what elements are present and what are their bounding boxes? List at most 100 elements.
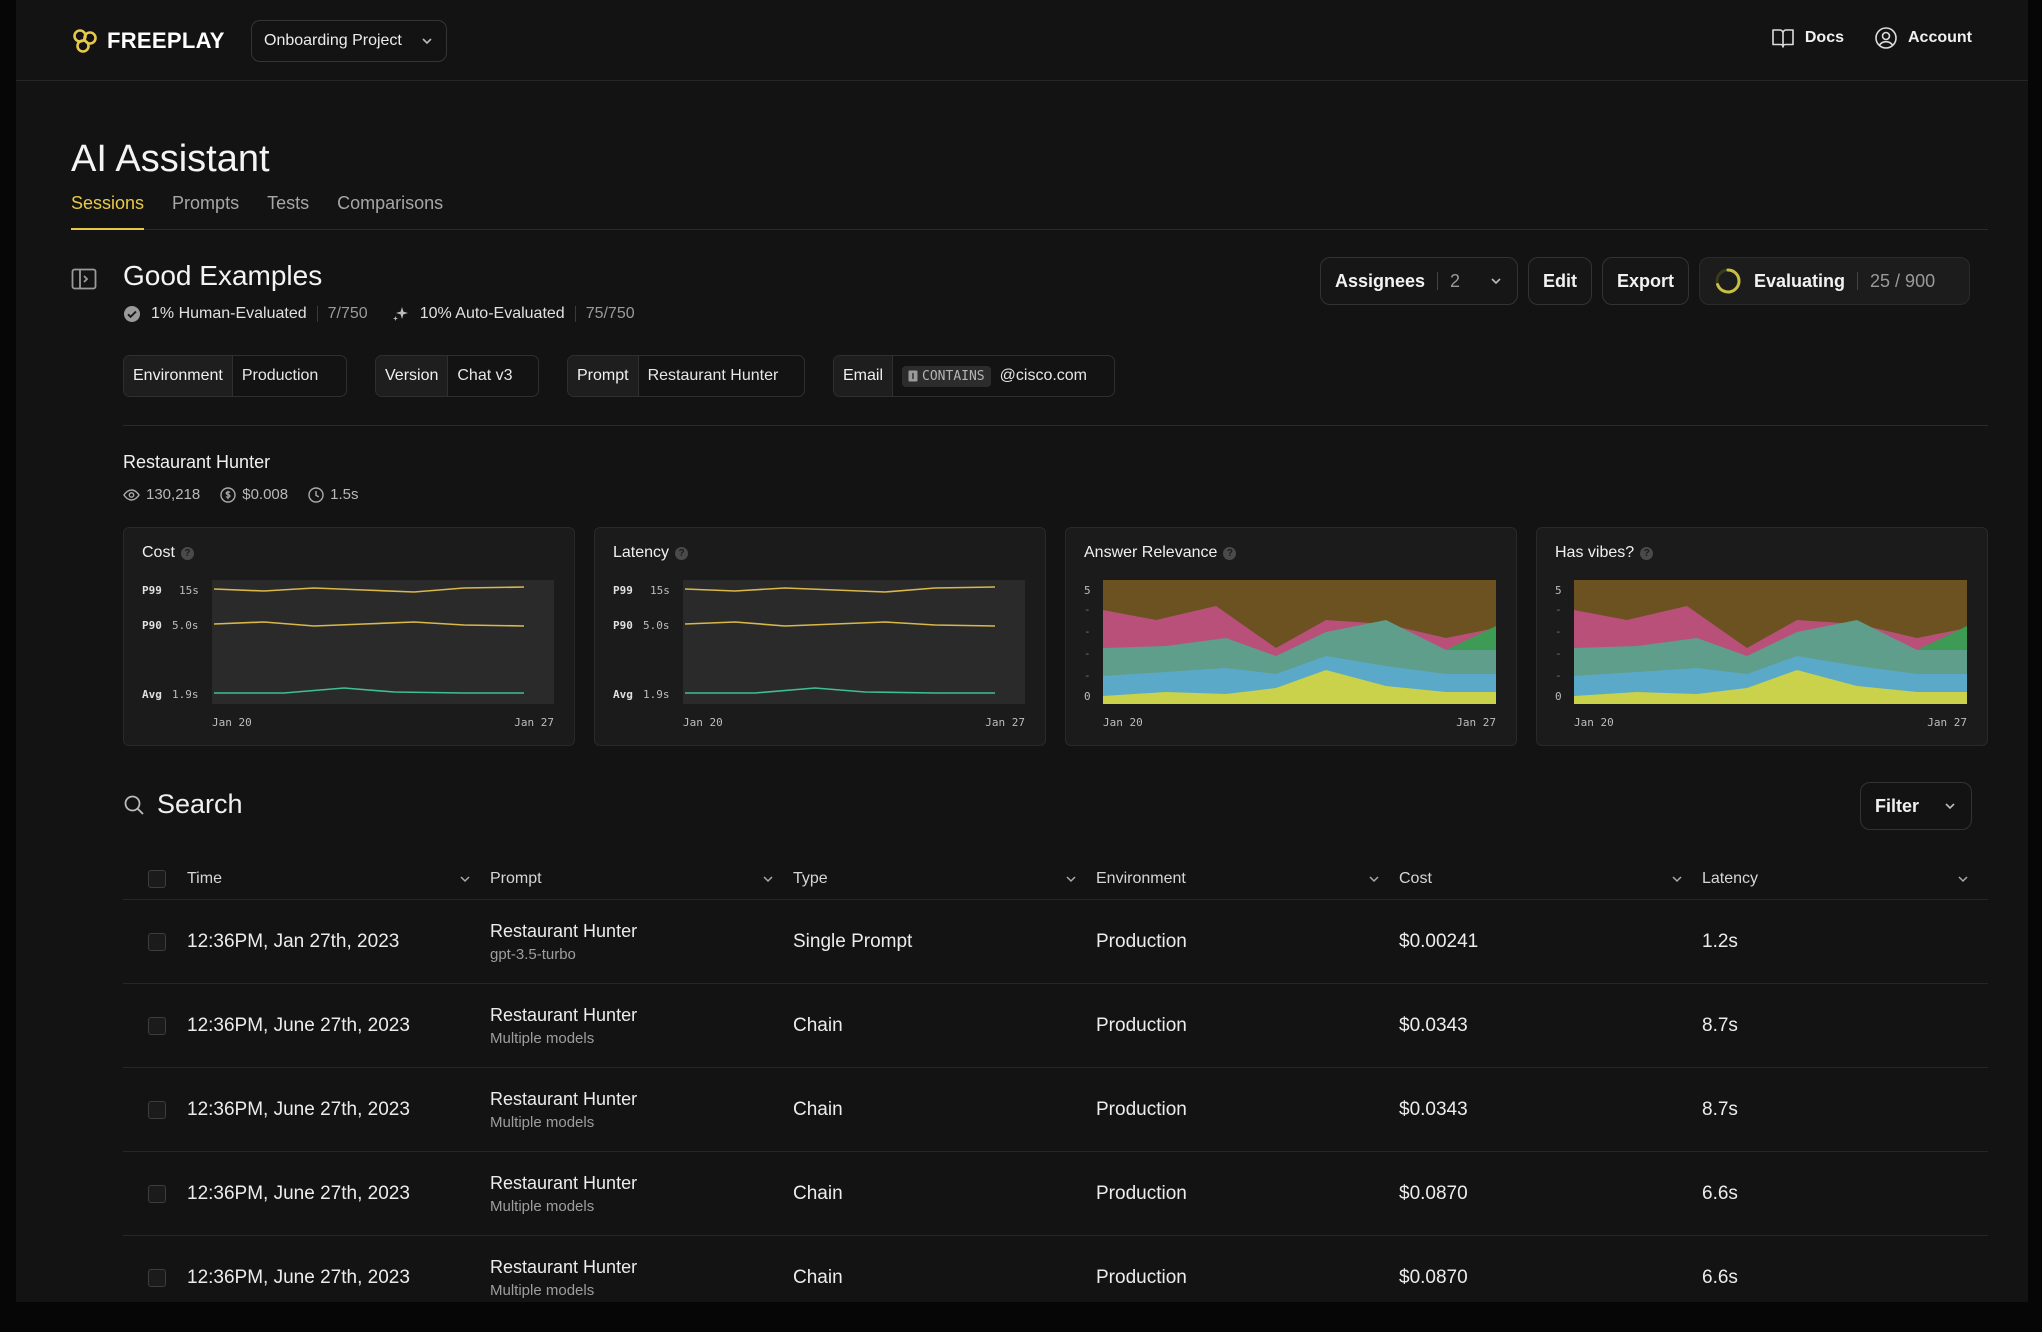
sidebar-toggle-icon[interactable]: [71, 268, 97, 290]
progress-ring-icon: [1715, 268, 1741, 294]
cell-environment: Production: [1096, 1098, 1187, 1120]
sparkle-icon: [392, 307, 408, 321]
evaluating-progress: 25 / 900: [1870, 270, 1936, 291]
filter-key: Email: [834, 356, 894, 396]
filter-key: Prompt: [568, 356, 639, 396]
filter-email[interactable]: Email CONTAINS @cisco.com: [833, 355, 1115, 397]
filter-environment[interactable]: Environment Production: [123, 355, 347, 397]
filter-prompt[interactable]: Prompt Restaurant Hunter: [567, 355, 805, 397]
assignees-label: Assignees: [1334, 270, 1426, 291]
auto-eval-label: 10% Auto-Evaluated: [419, 305, 565, 322]
p99-label: P99: [613, 584, 633, 597]
project-select[interactable]: Onboarding Project: [251, 20, 447, 62]
cell-prompt: Restaurant Hunter Multiple models: [490, 1089, 793, 1131]
column-header-time[interactable]: Time: [187, 870, 490, 888]
cost-value: $0.008: [242, 486, 289, 503]
model-name: gpt-3.5-turbo: [490, 945, 576, 963]
table-row[interactable]: 12:36PM, June 27th, 2023 Restaurant Hunt…: [123, 1068, 1988, 1152]
human-eval-count: 7/750: [327, 305, 368, 322]
table-header: Time Prompt Type Environment Cost Latenc…: [123, 858, 1988, 900]
docs-link[interactable]: Docs: [1771, 27, 1844, 49]
row-checkbox[interactable]: [148, 932, 166, 951]
y-tick: -: [1084, 669, 1091, 682]
metric-card-has-vibes[interactable]: Has vibes?? 5 - - - - 0 Jan 20 Jan 27: [1536, 527, 1988, 746]
metric-title: Has vibes?: [1555, 544, 1635, 561]
row-checkbox[interactable]: [148, 1016, 166, 1035]
row-checkbox[interactable]: [148, 1269, 166, 1287]
cell-environment: Production: [1096, 1267, 1187, 1288]
help-icon[interactable]: ?: [1223, 546, 1237, 560]
p90-value: 5.0s: [172, 619, 199, 632]
row-checkbox[interactable]: [148, 1100, 166, 1119]
prompt-name: Restaurant Hunter: [490, 1257, 638, 1277]
cell-time: 12:36PM, June 27th, 2023: [187, 1267, 410, 1288]
y-tick: -: [1555, 625, 1562, 638]
prompt-name: Restaurant Hunter: [490, 1088, 638, 1109]
tab-comparisons[interactable]: Comparisons: [337, 193, 444, 213]
x-end-label: Jan 27: [514, 716, 554, 729]
prompt-name: Restaurant Hunter: [490, 1004, 638, 1025]
select-all-checkbox[interactable]: [148, 869, 166, 888]
column-header-cost[interactable]: Cost: [1399, 870, 1702, 888]
prompt-name: Restaurant Hunter: [490, 920, 638, 941]
search-label: Search: [157, 789, 243, 819]
assignees-count: 2: [1450, 270, 1461, 291]
chevron-down-icon: [1369, 875, 1379, 882]
y-tick: -: [1555, 669, 1562, 682]
table-row[interactable]: 12:36PM, June 27th, 2023 Restaurant Hunt…: [123, 1152, 1988, 1236]
metric-title: Cost: [142, 544, 175, 561]
table-row[interactable]: 12:36PM, June 27th, 2023 Restaurant Hunt…: [123, 984, 1988, 1068]
assignees-button[interactable]: Assignees 2: [1319, 257, 1518, 305]
metric-card-latency[interactable]: Latency? P99 15s P90 5.0s Avg 1.9s Jan 2…: [594, 527, 1046, 746]
avg-value: 1.9s: [172, 688, 199, 701]
cell-type: Chain: [793, 1014, 843, 1036]
search-field[interactable]: Search: [123, 789, 243, 820]
section-title: Good Examples: [123, 260, 323, 291]
cost-chart: P99 15s P90 5.0s Avg 1.9s Jan 20 Jan 27: [142, 580, 554, 729]
row-checkbox[interactable]: [148, 1184, 166, 1203]
column-header-latency[interactable]: Latency: [1702, 870, 1988, 888]
cell-type: Chain: [793, 1098, 843, 1120]
metric-card-answer-relevance[interactable]: Answer Relevance? 5 - - - - 0 Jan 20 Jan…: [1065, 527, 1517, 746]
metric-card-cost[interactable]: Cost? P99 15s P90 5.0s Avg 1.9s Jan 20 J…: [123, 527, 575, 746]
evaluating-status-button[interactable]: Evaluating 25 / 900: [1699, 257, 1970, 305]
cell-environment: Production: [1096, 930, 1187, 952]
chevron-down-icon: [1958, 875, 1968, 882]
filter-operator-badge: CONTAINS: [902, 365, 991, 387]
account-link[interactable]: Account: [1874, 26, 1972, 50]
tab-tests[interactable]: Tests: [267, 193, 310, 213]
tab-sessions[interactable]: Sessions: [71, 193, 145, 230]
help-icon[interactable]: ?: [675, 546, 689, 560]
evaluation-summary: 1% Human-Evaluated 7/750 10% Auto-Evalua…: [123, 305, 635, 323]
help-icon[interactable]: ?: [1640, 546, 1654, 560]
chevron-down-icon: [1672, 875, 1682, 882]
check-circle-icon: [124, 306, 140, 322]
table-row[interactable]: 12:36PM, Jan 27th, 2023 Restaurant Hunte…: [123, 900, 1988, 984]
metric-title: Latency: [613, 544, 670, 561]
has-vibes-chart: 5 - - - - 0 Jan 20 Jan 27: [1555, 580, 1967, 729]
cell-latency: 6.6s: [1702, 1182, 1738, 1204]
divider: [1437, 272, 1439, 290]
cell-prompt: Restaurant Hunter Multiple models: [490, 1173, 793, 1215]
column-header-type[interactable]: Type: [793, 870, 1096, 888]
export-button[interactable]: Export: [1601, 257, 1689, 305]
x-start-label: Jan 20: [1574, 716, 1614, 729]
filter-version[interactable]: Version Chat v3: [375, 355, 539, 397]
table-row[interactable]: 12:36PM, June 27th, 2023 Restaurant Hunt…: [123, 1236, 1988, 1302]
search-icon: [124, 795, 144, 815]
cell-cost: $0.00241: [1399, 930, 1479, 952]
filter-operator: CONTAINS: [922, 368, 985, 384]
column-label: Environment: [1096, 869, 1186, 887]
help-icon[interactable]: ?: [180, 546, 194, 560]
brand-logo[interactable]: FREEPLAY: [71, 27, 225, 55]
p90-label: P90: [142, 619, 162, 632]
edit-button[interactable]: Edit: [1527, 257, 1592, 305]
column-header-environment[interactable]: Environment: [1096, 870, 1399, 888]
filter-button[interactable]: Filter: [1860, 782, 1972, 830]
filter-value: Chat v3: [457, 367, 513, 384]
column-header-prompt[interactable]: Prompt: [490, 870, 793, 888]
dollar-circle-icon: [220, 486, 236, 503]
tab-prompts[interactable]: Prompts: [172, 193, 240, 213]
answer-relevance-chart: 5 - - - - 0 Jan 20 Jan 27: [1084, 580, 1496, 729]
clock-icon: [308, 486, 324, 503]
